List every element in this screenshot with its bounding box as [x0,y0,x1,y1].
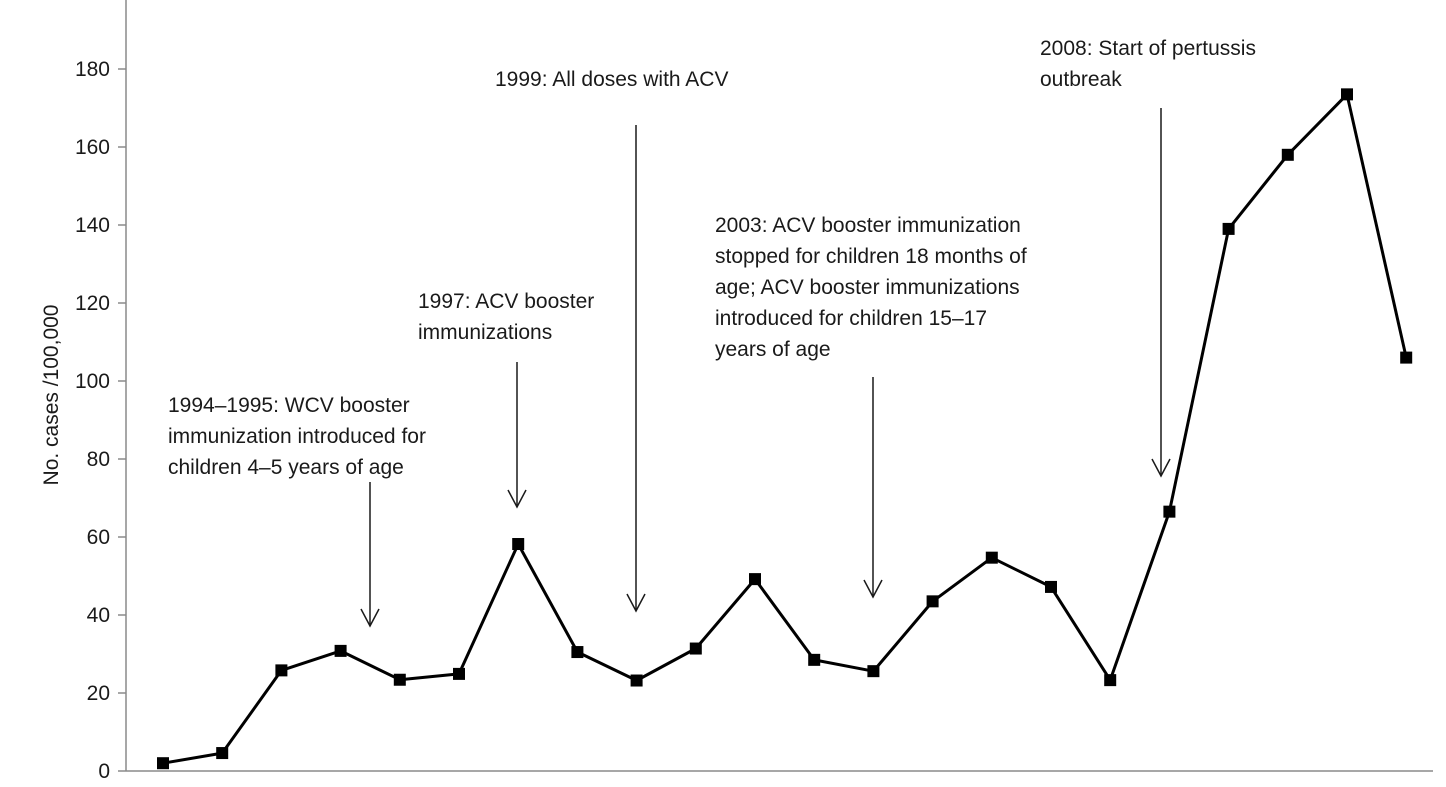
annotation-text: 1994–1995: WCV booster [168,394,410,417]
y-tick-label: 140 [75,214,110,237]
annotation-text: 2003: ACV booster immunization [715,214,1021,237]
y-axis: 0 20 40 60 80 100 120 140 160 180 200 [75,0,127,783]
annotation-arrow-head [507,489,527,509]
data-point [985,551,998,564]
annotation: 2003: ACV booster immunization stopped fo… [715,214,1027,599]
annotations: 1994–1995: WCV booster immunization intro… [168,37,1256,628]
data-point [749,573,761,586]
data-point [512,538,525,551]
annotation: 2008: Start of pertussis outbreak [1040,37,1256,478]
data-point [630,674,643,687]
y-tick-label: 100 [75,370,110,393]
annotation-text: stopped for children 18 months of [715,245,1027,268]
y-tick-label: 60 [87,526,110,549]
data-point [926,595,939,608]
annotation: 1999: All doses with ACV [495,68,728,613]
data-point [808,653,821,666]
annotation-text: children 4–5 years of age [168,456,404,479]
y-tick-label: 180 [75,58,110,81]
data-point [1341,88,1353,101]
data-point [275,664,288,677]
annotation-text: age; ACV booster immunizations [715,276,1020,299]
y-tick-label: 0 [98,760,110,783]
data-point [1222,222,1235,235]
annotation-text: immunization introduced for [168,425,426,448]
data-point [453,667,465,680]
y-axis-title: No. cases /100,000 [40,305,63,486]
annotation-text: 2008: Start of pertussis [1040,37,1256,60]
annotation-arrow-head [360,608,380,628]
data-point [157,757,169,770]
annotation-text: immunizations [418,321,552,344]
data-point [1163,505,1176,518]
data-point [393,673,406,686]
series-line [162,92,1408,765]
data-point [1045,580,1057,593]
annotation: 1994–1995: WCV booster immunization intro… [168,394,426,628]
annotation-arrow-head [626,593,646,613]
data-point [216,747,229,760]
data-point [1104,674,1117,687]
data-point [1400,351,1413,364]
annotation-text: 1997: ACV booster [418,290,594,313]
y-tick-label: 40 [87,604,110,627]
y-tick-label: 160 [75,136,110,159]
annotation-text: outbreak [1040,68,1122,91]
annotation-text: introduced for children 15–17 [715,307,987,330]
annotation-text: years of age [715,338,831,361]
annotation-arrow-head [863,579,883,599]
data-point [334,644,347,657]
annotation-arrow-head [1151,458,1171,478]
data-point [689,642,702,655]
y-tick-label: 120 [75,292,110,315]
y-tick-label: 200 [75,0,110,3]
series-line-group [157,88,1413,770]
data-point [571,646,584,659]
annotation: 1997: ACV booster immunizations [418,290,594,509]
data-point [1281,148,1294,161]
annotation-text: 1999: All doses with ACV [495,68,728,91]
y-tick-label: 80 [87,448,110,471]
y-tick-label: 20 [87,682,110,705]
data-point [867,665,880,678]
